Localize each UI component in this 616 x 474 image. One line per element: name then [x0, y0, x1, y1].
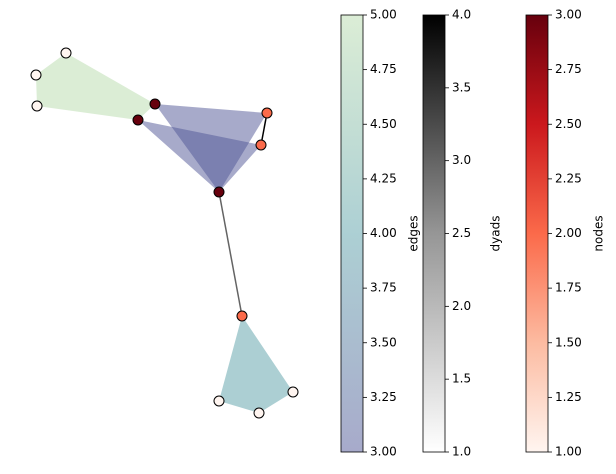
colorbar-tick-label: 3.0	[452, 153, 471, 167]
node	[213, 395, 225, 407]
node	[236, 310, 248, 322]
colorbar-tick-label: 2.0	[452, 299, 471, 313]
node	[261, 107, 273, 119]
node	[132, 114, 144, 126]
node	[253, 407, 265, 419]
colorbar-tick-label: 1.5	[452, 372, 471, 386]
colorbar-tick-label: 1.75	[555, 281, 582, 295]
hyperedge	[36, 53, 155, 120]
node	[213, 186, 225, 198]
hyperedge	[219, 316, 293, 413]
colorbar-tick-label: 3.75	[370, 281, 397, 295]
hyperedge	[138, 120, 261, 192]
colorbar-tick-label: 2.75	[555, 62, 582, 76]
colorbar-tick-label: 2.5	[452, 226, 471, 240]
dyad	[218, 191, 243, 317]
colorbar-tick-label: 1.25	[555, 390, 582, 404]
colorbar-tick-label: 1.50	[555, 335, 582, 349]
colorbar-tick-label: 3.25	[370, 390, 397, 404]
colorbar-tick-label: 2.50	[555, 117, 582, 131]
colorbar-tick-label: 3.00	[555, 8, 582, 22]
colorbar	[422, 14, 446, 453]
colorbar-tick-label: 2.25	[555, 171, 582, 185]
colorbar-label: dyads	[489, 216, 503, 252]
colorbar-tick-label: 1.0	[452, 445, 471, 459]
colorbar-tick-label: 5.00	[370, 8, 397, 22]
node	[30, 69, 42, 81]
colorbar-tick-label: 2.00	[555, 226, 582, 240]
colorbar-label: edges	[407, 215, 421, 251]
node	[60, 47, 72, 59]
colorbar-tick-label: 3.00	[370, 445, 397, 459]
colorbar-tick-label: 4.50	[370, 117, 397, 131]
colorbar-tick-label: 4.00	[370, 226, 397, 240]
colorbar-tick-label: 4.0	[452, 8, 471, 22]
node	[255, 139, 267, 151]
colorbar-tick-label: 3.50	[370, 335, 397, 349]
colorbar-tick-label: 1.00	[555, 445, 582, 459]
colorbar	[340, 14, 364, 453]
node	[31, 100, 43, 112]
node	[149, 98, 161, 110]
node	[287, 386, 299, 398]
colorbar-tick-label: 4.75	[370, 62, 397, 76]
colorbar-tick-label: 3.5	[452, 80, 471, 94]
colorbar-label: nodes	[592, 215, 606, 251]
colorbar	[525, 14, 549, 453]
colorbar-tick-label: 4.25	[370, 171, 397, 185]
